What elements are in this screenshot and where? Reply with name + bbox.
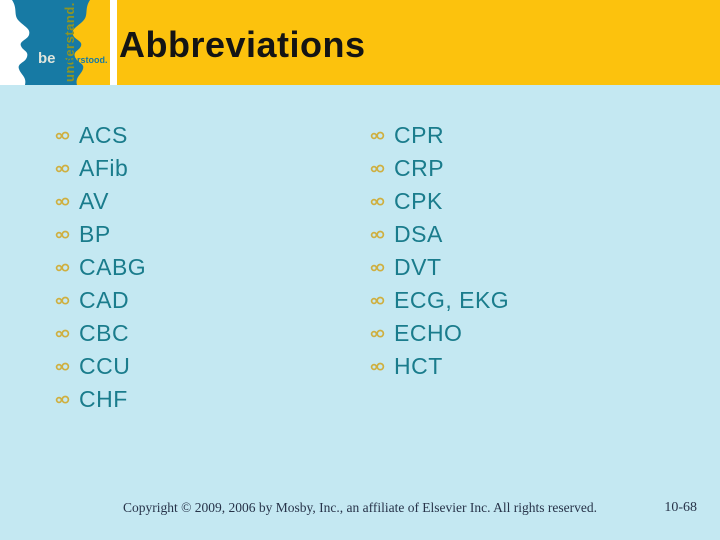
page-number: 10-68 — [664, 500, 697, 515]
bullet-icon — [370, 295, 394, 306]
faces-logo-graphic — [0, 0, 110, 85]
list-item: CBC — [55, 317, 146, 350]
bullet-icon — [55, 262, 79, 273]
logo-tagline-be: be — [38, 50, 56, 67]
list-item-label: ECG, EKG — [394, 287, 510, 313]
slide-title: Abbreviations — [119, 24, 366, 65]
bullet-icon — [55, 163, 79, 174]
list-item-label: CBC — [79, 320, 130, 346]
list-item: DVT — [370, 251, 509, 284]
bullet-icon — [370, 361, 394, 372]
list-item: DSA — [370, 218, 509, 251]
list-item-label: ACS — [79, 122, 128, 148]
list-item: BP — [55, 218, 146, 251]
be-understood-logo: understand. beunderstood. — [0, 0, 117, 85]
list-item-label: CPK — [394, 188, 443, 214]
list-item-label: ECHO — [394, 320, 463, 346]
logo-tagline-understood: understood. — [55, 55, 108, 65]
list-item: HCT — [370, 350, 509, 383]
list-item: CPK — [370, 185, 509, 218]
bullet-icon — [370, 163, 394, 174]
list-item-label: CHF — [79, 386, 128, 412]
list-item: ACS — [55, 119, 146, 152]
list-item: CHF — [55, 383, 146, 416]
bullet-icon — [370, 262, 394, 273]
list-item: ECHO — [370, 317, 509, 350]
list-item-label: BP — [79, 221, 111, 247]
list-item-label: CRP — [394, 155, 445, 181]
list-item-label: AV — [79, 188, 109, 214]
bullet-icon — [55, 295, 79, 306]
bullet-icon — [370, 328, 394, 339]
bullet-icon — [370, 229, 394, 240]
list-item: CAD — [55, 284, 146, 317]
list-item-label: CPR — [394, 122, 445, 148]
bullet-icon — [55, 229, 79, 240]
bullet-icon — [55, 196, 79, 207]
list-item: AFib — [55, 152, 146, 185]
abbreviation-list-left: ACS AFib AV BP CABG CAD CBC CCU CHF — [55, 119, 146, 416]
list-item-label: DSA — [394, 221, 443, 247]
list-item: CABG — [55, 251, 146, 284]
copyright-notice: Copyright © 2009, 2006 by Mosby, Inc., a… — [122, 500, 598, 515]
list-item-label: CCU — [79, 353, 131, 379]
list-item: CPR — [370, 119, 509, 152]
list-item-label: DVT — [394, 254, 442, 280]
bullet-icon — [370, 196, 394, 207]
list-item: CRP — [370, 152, 509, 185]
header-band: Abbreviations understand. beunderstood. — [0, 0, 720, 85]
list-item-label: HCT — [394, 353, 443, 379]
bullet-icon — [55, 130, 79, 141]
list-item-label: AFib — [79, 155, 129, 181]
bullet-icon — [55, 394, 79, 405]
abbreviation-list-right: CPR CRP CPK DSA DVT ECG, EKG ECHO HCT — [370, 119, 509, 383]
logo-tagline: beunderstood. — [38, 50, 108, 68]
bullet-icon — [370, 130, 394, 141]
list-item: ECG, EKG — [370, 284, 509, 317]
bullet-icon — [55, 361, 79, 372]
logo-vertical-text: understand. — [62, 2, 77, 83]
list-item-label: CAD — [79, 287, 130, 313]
list-item-label: CABG — [79, 254, 147, 280]
bullet-icon — [55, 328, 79, 339]
list-item: AV — [55, 185, 146, 218]
list-item: CCU — [55, 350, 146, 383]
